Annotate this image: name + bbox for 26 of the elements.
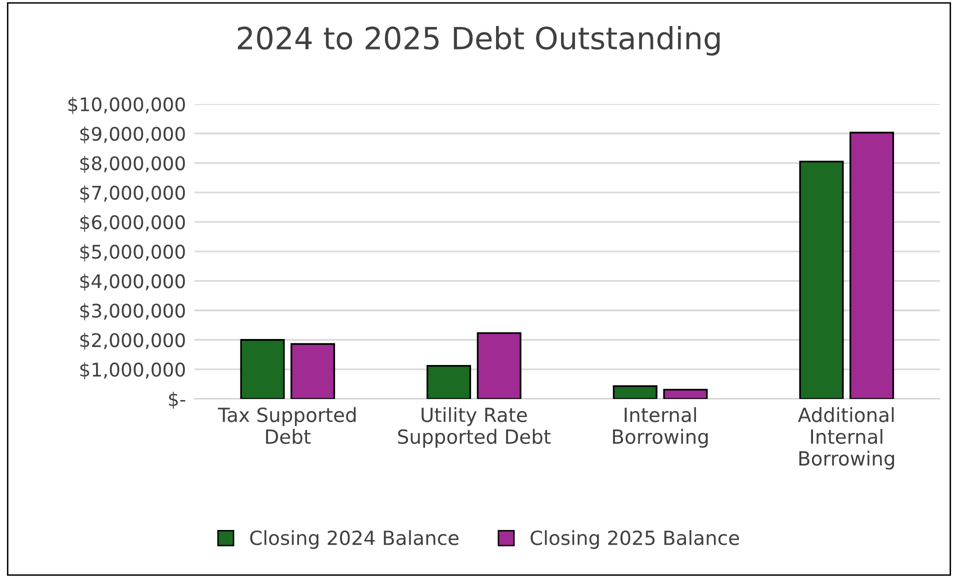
y-tick-label: $6,000,000 xyxy=(80,214,185,232)
x-tick-label: Utility Rate Supported Debt xyxy=(398,407,551,448)
y-tick-label: $3,000,000 xyxy=(80,303,185,320)
y-tick-label: $4,000,000 xyxy=(80,274,185,291)
bar xyxy=(850,132,894,399)
bar xyxy=(426,364,472,399)
y-tick-label: $7,000,000 xyxy=(80,185,185,202)
y-tick-label: $- xyxy=(169,392,186,409)
bar xyxy=(240,339,285,399)
x-tick-label: Tax Supported Debt xyxy=(218,407,356,444)
legend-label: Closing 2025 Balance xyxy=(530,530,739,549)
y-tick-label: $2,000,000 xyxy=(80,332,185,350)
y-tick-label: $9,000,000 xyxy=(80,126,185,144)
legend-label: Closing 2024 Balance xyxy=(250,530,459,549)
bar xyxy=(663,388,708,399)
x-tick-label: Additional Internal Borrowing xyxy=(798,407,894,470)
bar xyxy=(290,343,336,399)
y-tick-label: $10,000,000 xyxy=(68,96,185,114)
x-tick-label: Internal Borrowing xyxy=(613,407,708,448)
y-tick-label: $8,000,000 xyxy=(80,156,185,173)
bar xyxy=(799,160,844,399)
y-tick-label: $1,000,000 xyxy=(80,362,185,380)
chart-title: 2024 to 2025 Debt Outstanding xyxy=(238,26,720,56)
bar xyxy=(476,332,522,399)
y-tick-label: $5,000,000 xyxy=(80,244,185,262)
bar xyxy=(612,385,658,399)
